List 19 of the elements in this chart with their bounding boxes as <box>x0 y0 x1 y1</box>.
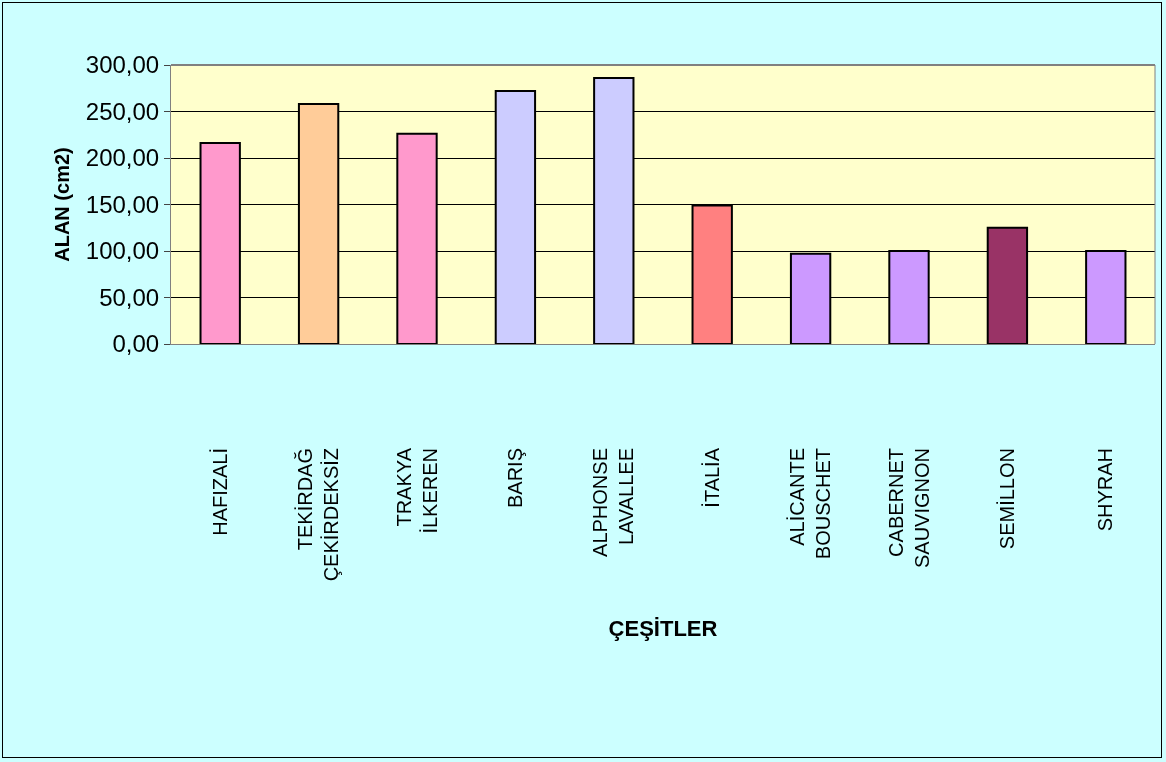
x-tick-label: SHYRAH <box>1094 448 1117 532</box>
y-tick-label: 0,00 <box>112 330 160 358</box>
y-tick-label: 50,00 <box>99 283 160 311</box>
x-tick-label: TEKİRDAĞ ÇEKİRDEKSİZ <box>294 448 343 582</box>
y-tick-label: 150,00 <box>85 190 160 218</box>
y-axis-title: ALAN (cm2) <box>51 147 74 262</box>
x-tick-label: BARIŞ <box>503 448 526 509</box>
x-tick-label: TRAKYA İLKEREN <box>392 447 441 534</box>
y-tick-label: 250,00 <box>85 97 160 125</box>
x-axis-title: ÇEŞİTLER <box>608 616 718 642</box>
y-tick-label: 200,00 <box>85 144 160 172</box>
x-tick-label: ALİCANTE BOUSCHET <box>786 448 835 560</box>
x-tick-label: İTALİA <box>700 447 723 508</box>
x-tick-label: ALPHONSE LAVALLEE <box>589 448 638 557</box>
x-tick-label: CABERNET SAUVIGNON <box>884 448 933 569</box>
x-tick-label: HAFIZALİ <box>208 448 231 536</box>
y-tick-label: 100,00 <box>85 237 160 265</box>
x-tick-label: SEMİLLON <box>995 448 1018 550</box>
y-tick-label: 300,00 <box>85 51 160 79</box>
